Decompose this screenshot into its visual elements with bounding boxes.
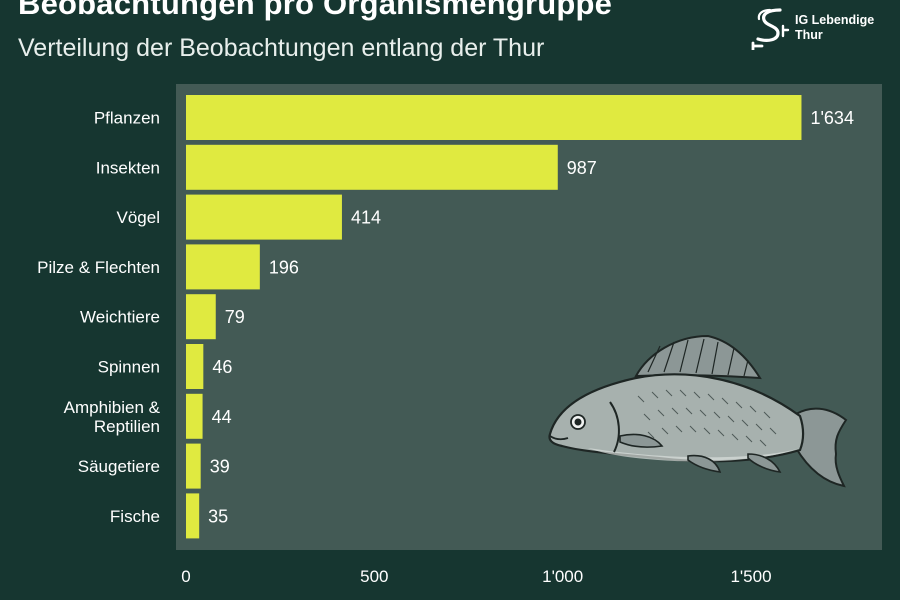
chart-subtitle: Verteilung der Beobachtungen entlang der… — [18, 34, 545, 62]
bar-value-label: 414 — [351, 208, 381, 228]
fish-illustration — [548, 334, 848, 488]
category-label: Pilze & Flechten — [37, 258, 160, 277]
bar-value-label: 35 — [208, 506, 228, 526]
x-tick-label: 1'500 — [730, 567, 771, 586]
category-label-line: Insekten — [96, 158, 160, 177]
category-label-line: Pflanzen — [94, 109, 160, 128]
x-tick-label: 500 — [360, 567, 388, 586]
category-label: Vögel — [117, 208, 160, 227]
bar — [186, 294, 216, 340]
category-label-line: Säugetiere — [78, 457, 160, 476]
bar — [186, 493, 200, 539]
category-label: Säugetiere — [78, 457, 160, 476]
bar-value-label: 39 — [210, 457, 230, 477]
bar — [186, 144, 558, 190]
category-label: Spinnen — [98, 358, 160, 377]
x-tick-label: 0 — [181, 567, 190, 586]
category-label: Amphibien & Reptilien — [64, 398, 161, 436]
logo-line-2: Thur — [795, 28, 823, 42]
bar-value-label: 987 — [567, 158, 597, 178]
river-logo-icon — [751, 8, 790, 52]
category-label-line: Reptilien — [94, 417, 160, 436]
category-label-line: Amphibien & — [64, 398, 161, 417]
bar — [186, 95, 802, 140]
category-label-line: Pilze & Flechten — [37, 258, 160, 277]
bar — [186, 393, 203, 439]
bar — [186, 244, 260, 290]
category-label: Fische — [110, 507, 160, 526]
bar-value-label: 44 — [212, 407, 232, 427]
category-label-line: Weichtiere — [80, 308, 160, 327]
x-tick-label: 1'000 — [542, 567, 583, 586]
bar-value-label: 1'634 — [810, 108, 853, 128]
logo-line-1: IG Lebendige — [795, 13, 875, 27]
bar-value-label: 79 — [225, 307, 245, 327]
bar — [186, 344, 204, 389]
bar-value-label: 196 — [269, 257, 299, 277]
category-label: Insekten — [96, 158, 160, 177]
category-label-line: Spinnen — [98, 358, 160, 377]
category-label: Weichtiere — [80, 308, 160, 327]
logo-text: IG Lebendige Thur — [795, 13, 874, 43]
ig-lebendige-thur-logo: IG Lebendige Thur — [750, 6, 890, 52]
category-label: Pflanzen — [94, 109, 160, 128]
category-label-line: Vögel — [117, 208, 160, 227]
bar-value-label: 46 — [212, 357, 232, 377]
bar — [186, 194, 342, 240]
chart-title: Beobachtungen pro Organismengruppe — [18, 0, 613, 21]
category-label-line: Fische — [110, 507, 160, 526]
bar — [186, 443, 201, 489]
